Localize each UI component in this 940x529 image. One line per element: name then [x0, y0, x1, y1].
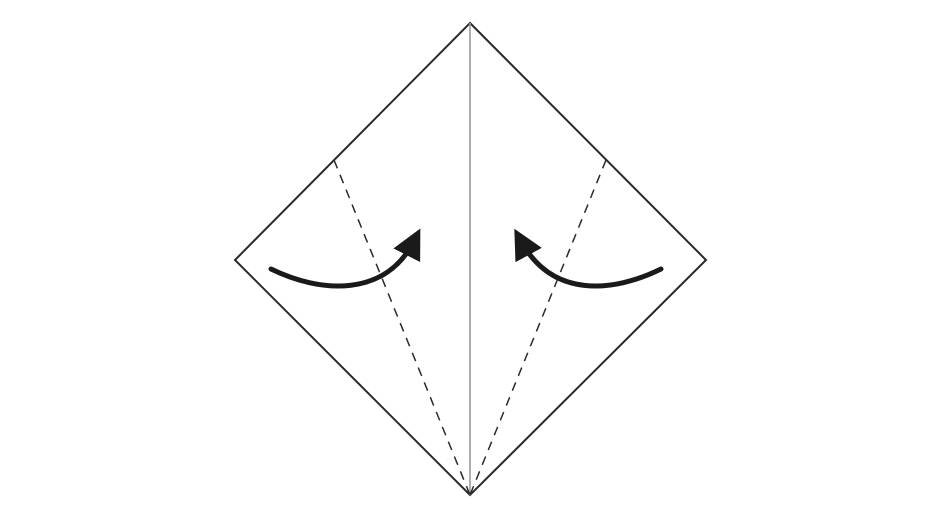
left-fold-arrow — [268, 228, 421, 289]
right-valley-fold-line — [469, 159, 607, 496]
right-fold-arrow — [514, 228, 664, 289]
left-valley-fold-line — [333, 159, 471, 496]
